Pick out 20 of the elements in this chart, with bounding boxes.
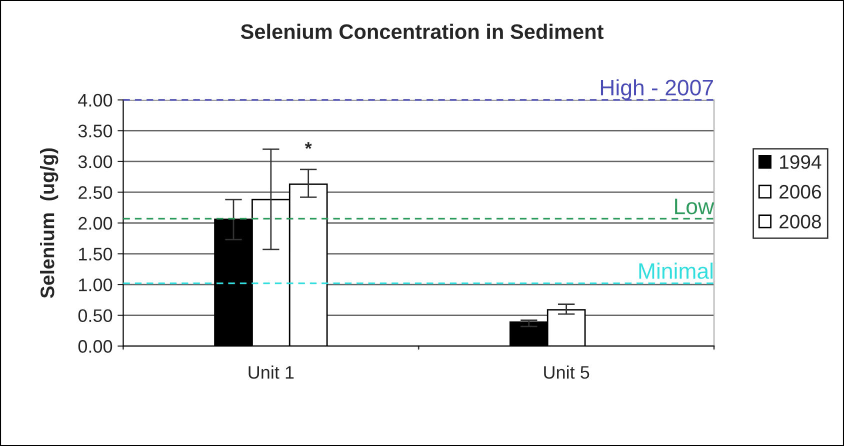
y-tick-label: 0.00 bbox=[78, 340, 112, 353]
y-tick-label: 4.00 bbox=[78, 94, 112, 107]
y-tick-label: 3.50 bbox=[78, 124, 112, 138]
ref-line-label: High - 2007 bbox=[600, 79, 713, 100]
legend-label: 2008 bbox=[780, 214, 821, 228]
y-tick-label: 3.00 bbox=[78, 155, 112, 168]
annotation: * bbox=[304, 142, 312, 149]
y-tick-label: 2.50 bbox=[78, 186, 112, 199]
y-tick-label: 1.00 bbox=[79, 278, 112, 292]
x-tick-label: Unit 5 bbox=[544, 366, 590, 379]
y-tick-label: 2.00 bbox=[78, 216, 112, 230]
legend-label: 1994 bbox=[780, 155, 822, 169]
y-axis-title: Selenium (ug/g) bbox=[40, 148, 58, 298]
x-tick-label: Unit 1 bbox=[248, 366, 294, 379]
legend-label: 2006 bbox=[780, 184, 821, 199]
y-tick-label: 0.50 bbox=[78, 309, 112, 322]
ref-line-label: Low bbox=[675, 198, 714, 214]
y-tick-label: 1.50 bbox=[79, 248, 112, 260]
chart-title: Selenium Concentration in Sediment bbox=[240, 24, 604, 40]
ref-line-label: Minimal bbox=[639, 262, 713, 279]
